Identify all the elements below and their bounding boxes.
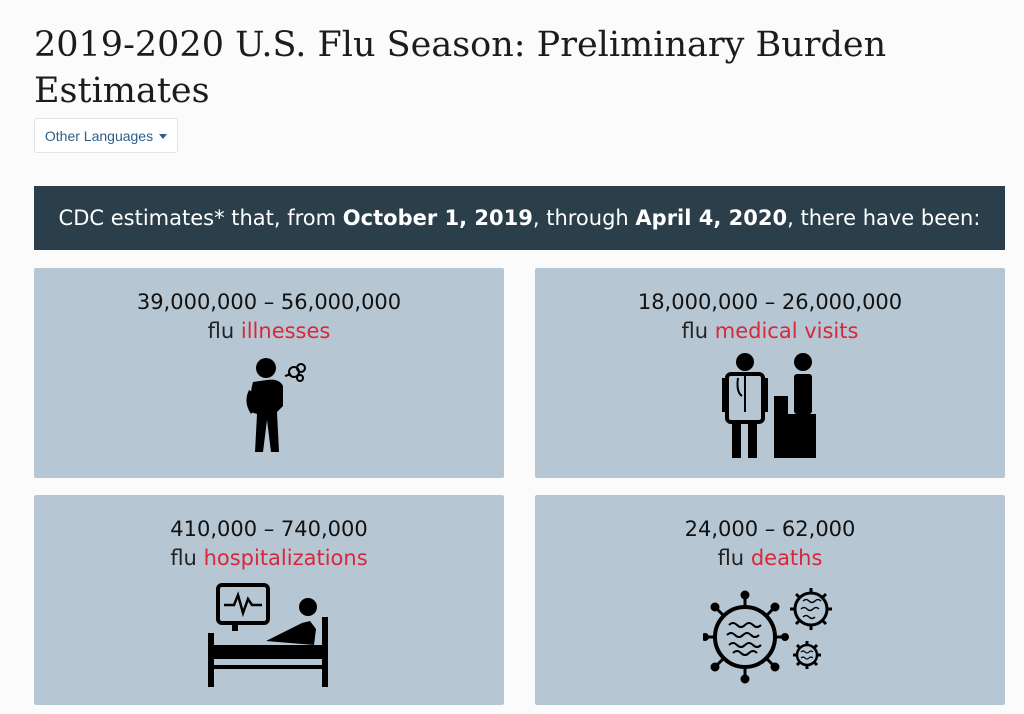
other-languages-label: Other Languages bbox=[44, 127, 154, 144]
medical-visits-card: 18,000,000 – 26,000,000 flu medical visi… bbox=[535, 268, 1005, 478]
illnesses-label: flu illnesses bbox=[207, 319, 331, 343]
hospitalizations-card: 410,000 – 740,000 flu hospitalizations bbox=[34, 495, 504, 705]
medical-visits-label: flu medical visits bbox=[681, 319, 859, 343]
estimates-banner: CDC estimates* that, from October 1, 201… bbox=[34, 186, 1005, 250]
virus-icon bbox=[703, 588, 832, 684]
banner-start-date: October 1, 2019 bbox=[342, 206, 533, 230]
hospitalizations-range: 410,000 – 740,000 bbox=[170, 517, 368, 541]
caret-down-icon bbox=[159, 134, 168, 139]
other-languages-button[interactable]: Other Languages bbox=[34, 118, 178, 153]
banner-middle: , through bbox=[532, 206, 636, 230]
deaths-range: 24,000 – 62,000 bbox=[684, 517, 856, 541]
banner-prefix: CDC estimates* that, from bbox=[58, 206, 343, 230]
banner-suffix: , there have been: bbox=[787, 206, 981, 230]
deaths-card: 24,000 – 62,000 flu deaths bbox=[535, 495, 1005, 705]
deaths-label: flu deaths bbox=[717, 546, 823, 570]
illnesses-range: 39,000,000 – 56,000,000 bbox=[136, 290, 402, 314]
hospital-bed-icon bbox=[208, 583, 328, 687]
illnesses-card: 39,000,000 – 56,000,000 flu illnesses bbox=[34, 268, 504, 478]
hospitalizations-label: flu hospitalizations bbox=[170, 546, 368, 570]
sick-person-icon bbox=[246, 358, 306, 452]
doctor-patient-icon bbox=[722, 353, 816, 458]
page-title: 2019-2020 U.S. Flu Season: Preliminary B… bbox=[34, 25, 887, 111]
medical-visits-range: 18,000,000 – 26,000,000 bbox=[637, 290, 903, 314]
banner-end-date: April 4, 2020 bbox=[635, 206, 788, 230]
